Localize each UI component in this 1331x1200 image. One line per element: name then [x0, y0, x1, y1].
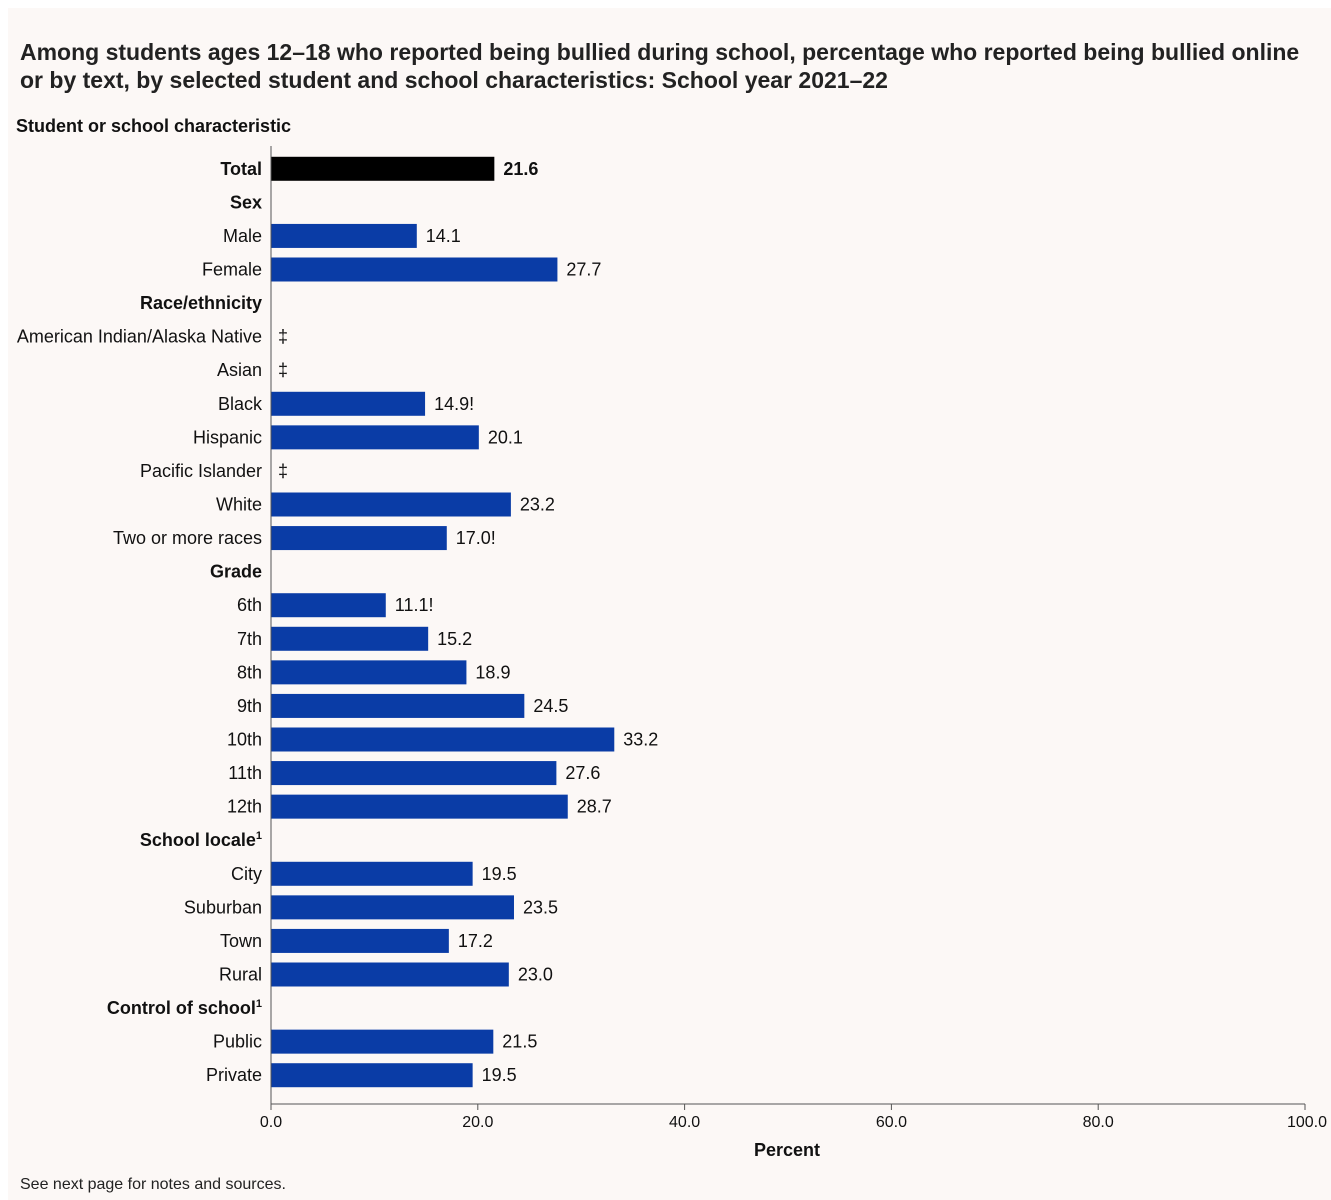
- bar-9th: [271, 693, 525, 718]
- group-label-school-locale: School locale1: [140, 830, 262, 850]
- bar-white: [271, 492, 511, 517]
- footnote: See next page for notes and sources.: [20, 1176, 286, 1193]
- category-label-female: Female: [202, 260, 262, 280]
- data-label-11th: 27.6: [565, 763, 600, 783]
- data-label-rural: 23.0: [518, 965, 553, 985]
- category-label-two-or-more-races: Two or more races: [113, 528, 262, 548]
- data-label-10th: 33.2: [623, 730, 658, 750]
- data-label-8th: 18.9: [475, 662, 510, 682]
- bar-private: [271, 1063, 473, 1088]
- x-tick-label: 100.0: [1287, 1114, 1327, 1131]
- bar-10th: [271, 727, 615, 752]
- data-label-public: 21.5: [502, 1032, 537, 1052]
- data-label-female: 27.7: [566, 260, 601, 280]
- x-axis-title: Percent: [754, 1140, 820, 1160]
- footnote-marker: 1: [256, 998, 262, 1010]
- group-label-grade: Grade: [210, 562, 262, 582]
- category-label-american-indian-alaska-native: American Indian/Alaska Native: [17, 327, 262, 347]
- bar-black: [271, 391, 426, 416]
- x-tick-label: 20.0: [462, 1114, 493, 1131]
- category-label-6th: 6th: [237, 595, 262, 615]
- group-label-control-of-school: Control of school1: [107, 998, 262, 1018]
- data-label-12th: 28.7: [577, 797, 612, 817]
- category-label-black: Black: [218, 394, 263, 414]
- bar-8th: [271, 660, 467, 685]
- data-label-6th: 11.1!: [395, 595, 434, 615]
- chart-rows: Total 21.6 Sex Male 14.1 Female 27.7 Race/ethni…: [17, 156, 658, 1088]
- group-label-sex: Sex: [230, 192, 262, 212]
- category-label-suburban: Suburban: [184, 897, 262, 917]
- data-label-asian: ‡: [278, 360, 288, 380]
- category-label-public: Public: [213, 1032, 262, 1052]
- bar-town: [271, 928, 449, 953]
- bar-hispanic: [271, 425, 479, 450]
- x-tick-label: 80.0: [1083, 1114, 1114, 1131]
- data-label-7th: 15.2: [437, 629, 472, 649]
- category-label-male: Male: [223, 226, 262, 246]
- chart-panel: [8, 8, 1331, 1200]
- data-label-white: 23.2: [520, 495, 555, 515]
- y-axis-title: Student or school characteristic: [16, 116, 291, 136]
- chart-title: Among students ages 12–18 who reported b…: [20, 39, 1300, 93]
- x-tick-label: 60.0: [876, 1114, 907, 1131]
- bar-two-or-more-races: [271, 526, 447, 551]
- category-label-private: Private: [206, 1065, 262, 1085]
- data-label-town: 17.2: [458, 931, 493, 951]
- data-label-total: 21.6: [503, 159, 538, 179]
- category-label-pacific-islander: Pacific Islander: [140, 461, 262, 481]
- x-tick-label: 0.0: [260, 1114, 282, 1131]
- data-label-two-or-more-races: 17.0!: [456, 528, 496, 548]
- category-label-total: Total: [220, 159, 262, 179]
- data-label-9th: 24.5: [533, 696, 568, 716]
- category-label-rural: Rural: [219, 965, 262, 985]
- bar-public: [271, 1029, 494, 1054]
- data-label-american-indian-alaska-native: ‡: [278, 327, 288, 347]
- category-label-11th: 11th: [228, 763, 262, 783]
- category-label-white: White: [216, 495, 262, 515]
- category-label-city: City: [231, 864, 262, 884]
- data-label-city: 19.5: [482, 864, 517, 884]
- x-tick-label: 40.0: [669, 1114, 700, 1131]
- bar-11th: [271, 761, 557, 786]
- category-label-asian: Asian: [217, 360, 262, 380]
- data-label-male: 14.1: [426, 226, 461, 246]
- category-label-10th: 10th: [227, 730, 262, 750]
- data-label-pacific-islander: ‡: [278, 461, 288, 481]
- chart-axes: 0.0 20.0 40.0 60.0 80.0 100.0: [260, 146, 1327, 1131]
- bar-6th: [271, 593, 386, 618]
- category-label-7th: 7th: [237, 629, 262, 649]
- bar-male: [271, 223, 417, 248]
- bar-female: [271, 257, 558, 282]
- category-label-hispanic: Hispanic: [193, 427, 262, 447]
- data-label-black: 14.9!: [434, 394, 474, 414]
- bar-total: [271, 156, 495, 181]
- footnote-marker: 1: [256, 830, 262, 842]
- bar-7th: [271, 626, 429, 651]
- category-label-9th: 9th: [237, 696, 262, 716]
- group-label-race-ethnicity: Race/ethnicity: [140, 293, 262, 313]
- category-label-12th: 12th: [227, 797, 262, 817]
- data-label-suburban: 23.5: [523, 897, 558, 917]
- data-label-private: 19.5: [482, 1065, 517, 1085]
- bar-suburban: [271, 895, 514, 920]
- data-label-hispanic: 20.1: [488, 427, 523, 447]
- category-label-town: Town: [220, 931, 262, 951]
- bar-city: [271, 861, 473, 886]
- bar-rural: [271, 962, 509, 987]
- bar-12th: [271, 794, 568, 819]
- category-label-8th: 8th: [237, 662, 262, 682]
